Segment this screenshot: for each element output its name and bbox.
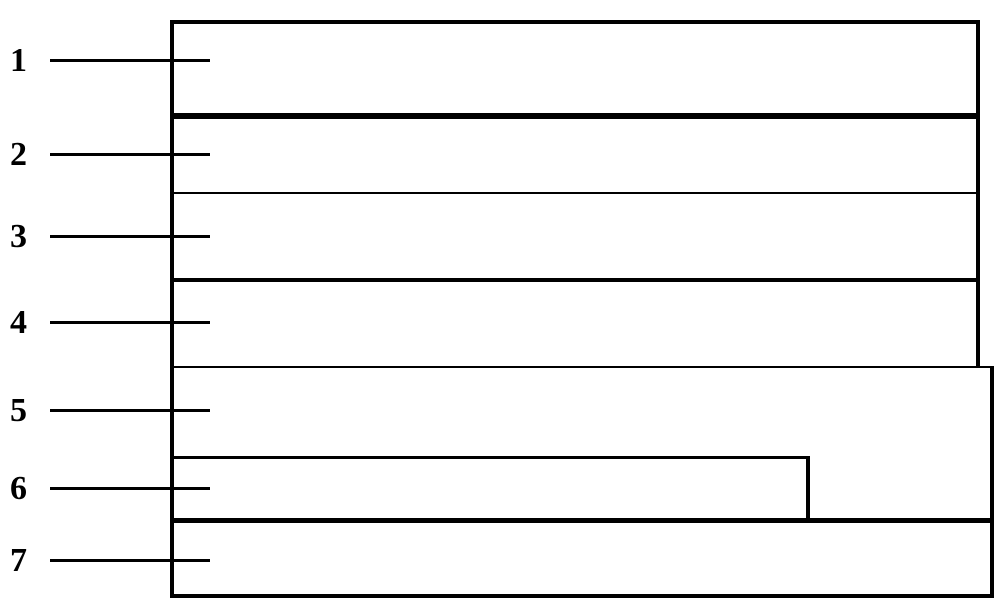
label-5: 5 <box>10 392 27 430</box>
label-1: 1 <box>10 42 27 80</box>
label-7: 7 <box>10 542 27 580</box>
layer-5 <box>170 368 994 456</box>
layer-7 <box>170 523 994 598</box>
leader-3-over <box>50 235 210 238</box>
layer-4 <box>170 282 980 366</box>
leader-7-over <box>50 559 210 562</box>
layer-2 <box>170 119 980 192</box>
label-3: 3 <box>10 218 27 256</box>
leader-2-over <box>50 153 210 156</box>
layer-1 <box>170 20 980 116</box>
leader-6-over <box>50 487 210 490</box>
leader-4-over <box>50 321 210 324</box>
leader-5-over <box>50 409 210 412</box>
layer-6 <box>170 456 810 520</box>
label-4: 4 <box>10 304 27 342</box>
label-6: 6 <box>10 470 27 508</box>
leader-1-over <box>50 59 210 62</box>
layer-3 <box>170 194 980 280</box>
diagram-canvas: 1 2 3 4 5 6 7 <box>0 0 1000 610</box>
label-2: 2 <box>10 136 27 174</box>
